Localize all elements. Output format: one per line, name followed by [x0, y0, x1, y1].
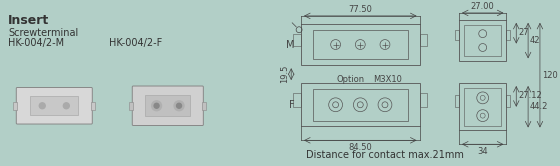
Text: Distance for contact max.21mm: Distance for contact max.21mm — [306, 150, 464, 160]
Text: M: M — [286, 40, 294, 49]
Bar — [301, 24, 419, 65]
Circle shape — [152, 101, 161, 111]
Text: Option: Option — [337, 75, 365, 84]
Text: 120: 120 — [542, 71, 558, 80]
Circle shape — [39, 103, 45, 109]
Text: M3X10: M3X10 — [374, 75, 403, 84]
Text: 42: 42 — [530, 36, 540, 45]
Bar — [464, 25, 501, 56]
Text: 27.12: 27.12 — [518, 91, 542, 100]
Bar — [419, 93, 427, 107]
Bar — [202, 102, 206, 110]
Circle shape — [176, 103, 181, 108]
Bar — [313, 30, 408, 59]
Text: Screwterminal: Screwterminal — [8, 28, 78, 38]
Bar — [459, 83, 506, 130]
Bar — [146, 95, 190, 116]
Bar — [91, 102, 95, 110]
FancyBboxPatch shape — [132, 86, 203, 125]
Bar — [293, 34, 301, 45]
Bar — [455, 95, 459, 107]
Text: HK-004/2-M: HK-004/2-M — [8, 38, 64, 48]
Text: 34: 34 — [477, 147, 488, 156]
Text: F: F — [288, 100, 294, 110]
Text: 19.5: 19.5 — [280, 65, 289, 83]
Bar — [301, 83, 419, 126]
Bar — [129, 102, 133, 110]
Bar — [293, 93, 301, 107]
Bar — [419, 34, 427, 45]
Bar — [13, 102, 17, 110]
Text: 44.2: 44.2 — [530, 102, 548, 111]
Bar — [506, 95, 510, 107]
Bar — [506, 30, 510, 40]
Text: 27.00: 27.00 — [471, 2, 494, 11]
Bar — [30, 96, 78, 115]
Text: 77.50: 77.50 — [348, 5, 372, 14]
Bar — [464, 88, 501, 125]
Text: Insert: Insert — [8, 14, 49, 27]
Bar — [455, 30, 459, 40]
Bar — [313, 89, 408, 121]
Text: 84.50: 84.50 — [348, 143, 372, 152]
Circle shape — [63, 103, 69, 109]
Text: HK-004/2-F: HK-004/2-F — [109, 38, 162, 48]
Circle shape — [154, 103, 159, 108]
FancyBboxPatch shape — [16, 87, 92, 124]
Bar — [459, 20, 506, 61]
Text: 27: 27 — [518, 28, 529, 37]
Circle shape — [174, 101, 184, 111]
